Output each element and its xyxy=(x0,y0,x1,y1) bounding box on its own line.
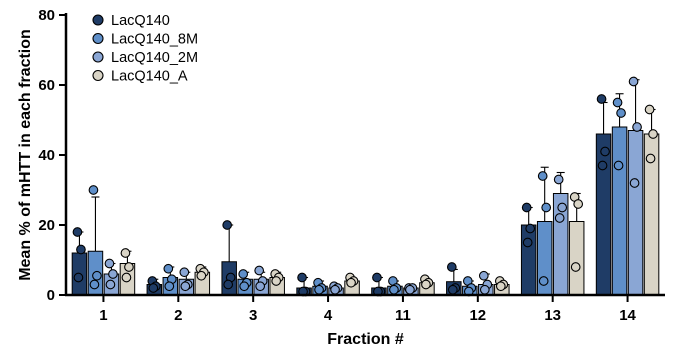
data-points-layer xyxy=(72,76,658,297)
data-point xyxy=(628,76,639,87)
data-point xyxy=(479,284,490,295)
data-point xyxy=(538,276,549,286)
data-point xyxy=(179,267,190,278)
data-point xyxy=(196,270,207,281)
bar xyxy=(568,221,585,296)
bar xyxy=(595,133,612,296)
data-point xyxy=(72,227,83,237)
data-point xyxy=(521,202,532,213)
data-point xyxy=(223,279,234,290)
data-point xyxy=(553,174,564,185)
bars-layer xyxy=(71,126,660,296)
data-point xyxy=(105,279,116,290)
data-point xyxy=(478,270,489,281)
legend-label: LacQ140_A xyxy=(111,69,188,85)
data-point xyxy=(163,263,174,274)
y-tick-label: 40 xyxy=(38,147,55,164)
data-point xyxy=(541,202,552,213)
data-point xyxy=(271,276,282,286)
legend-marker xyxy=(92,32,104,45)
x-tick-label: 12 xyxy=(469,307,486,324)
data-point xyxy=(372,272,382,283)
data-point xyxy=(108,269,118,279)
data-point xyxy=(121,272,132,283)
data-point xyxy=(89,279,100,290)
bar xyxy=(627,130,644,296)
data-point xyxy=(446,262,457,272)
x-ticks: 1 2 3 4 11 12 13 14 xyxy=(99,295,637,324)
data-point xyxy=(255,281,266,292)
data-point xyxy=(421,279,431,290)
legend-marker xyxy=(92,69,104,82)
data-point xyxy=(405,284,415,295)
legend-label: LacQ140 xyxy=(111,13,170,29)
data-point xyxy=(554,213,565,223)
legend-marker xyxy=(92,51,104,63)
y-tick-label: 0 xyxy=(47,287,55,304)
data-point xyxy=(92,270,102,281)
data-point xyxy=(389,284,399,295)
data-point xyxy=(120,248,131,258)
data-point xyxy=(495,281,506,292)
y-axis-title: Mean % of mHTT in each fraction xyxy=(17,29,34,281)
data-point xyxy=(346,277,356,288)
x-tick-label: 2 xyxy=(174,307,182,324)
data-point xyxy=(573,199,584,209)
data-point xyxy=(330,284,340,295)
x-tick-label: 3 xyxy=(249,307,257,324)
legend-label: LacQ140_2M xyxy=(111,50,198,66)
x-tick-label: 4 xyxy=(324,307,333,324)
bar xyxy=(520,224,537,296)
data-point xyxy=(254,265,265,276)
data-point xyxy=(537,171,548,181)
error-bars-layer xyxy=(75,79,656,288)
data-point xyxy=(616,108,626,118)
data-point xyxy=(648,129,658,139)
data-point xyxy=(600,146,610,157)
x-axis-title: Fraction # xyxy=(327,331,404,348)
bar xyxy=(611,126,628,296)
data-point xyxy=(522,237,533,248)
x-tick-label: 11 xyxy=(395,307,411,324)
x-tick-label: 14 xyxy=(619,307,636,324)
legend-label: LacQ140_8M xyxy=(111,32,198,48)
data-point xyxy=(447,284,458,295)
data-point xyxy=(557,202,568,213)
data-point xyxy=(73,272,84,283)
data-point xyxy=(104,258,115,269)
data-point xyxy=(297,272,307,283)
data-point xyxy=(180,281,191,292)
y-ticks: 0 20 40 60 80 xyxy=(38,7,66,304)
data-point xyxy=(148,283,159,293)
data-point xyxy=(613,160,624,171)
y-tick-label: 20 xyxy=(38,217,55,234)
data-point xyxy=(164,281,175,292)
data-point xyxy=(88,185,99,195)
y-tick-label: 60 xyxy=(38,77,55,94)
legend-marker xyxy=(92,14,104,26)
data-point xyxy=(124,262,134,272)
data-point xyxy=(222,220,233,230)
data-point xyxy=(76,244,86,255)
data-point xyxy=(644,104,655,115)
x-tick-label: 1 xyxy=(99,307,107,324)
y-tick-label: 80 xyxy=(38,7,55,24)
data-point xyxy=(238,269,249,279)
data-point xyxy=(629,178,640,188)
data-point xyxy=(239,281,250,292)
data-point xyxy=(645,153,656,164)
data-point xyxy=(596,94,607,104)
data-point xyxy=(632,122,642,132)
data-point xyxy=(525,223,536,234)
data-point xyxy=(612,97,623,108)
x-tick-label: 13 xyxy=(544,307,561,324)
data-point xyxy=(314,284,324,295)
data-point xyxy=(597,160,608,171)
data-point xyxy=(570,262,581,272)
legend: LacQ140 LacQ140_8M LacQ140_2M LacQ140_A xyxy=(92,13,198,85)
